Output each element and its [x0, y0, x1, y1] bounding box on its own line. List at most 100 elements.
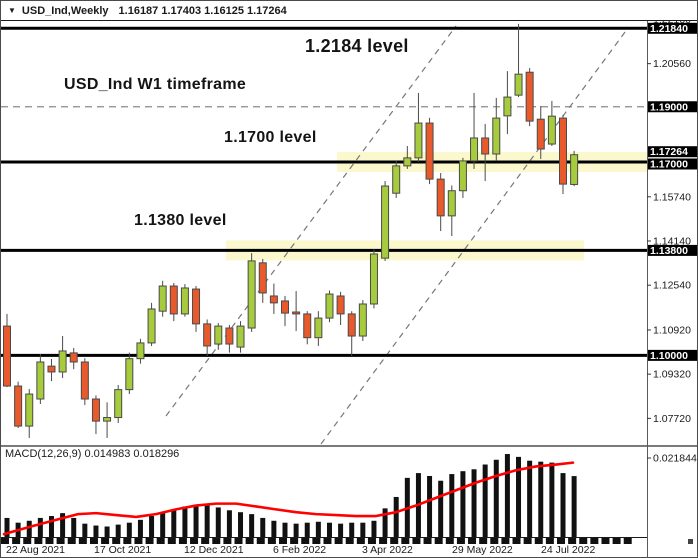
time-tick [34, 538, 43, 544]
macd-histogram-bar [549, 462, 555, 537]
macd-histogram-bar [360, 522, 366, 537]
price-axis-badge [648, 22, 697, 34]
candle-bearish [47, 365, 56, 373]
candle-bullish [36, 361, 45, 400]
candle-bullish [392, 165, 401, 194]
price-axis-badge [648, 244, 697, 256]
price-axis-badge [648, 349, 697, 361]
time-tick [412, 538, 421, 544]
macd-histogram-bar [115, 524, 121, 537]
candle-bearish [347, 313, 356, 337]
time-tick [623, 538, 632, 544]
time-tick [156, 538, 165, 544]
price-axis-tick-label: 1.10920 [653, 324, 691, 336]
chart-header-bar: ▼ USD_Ind,Weekly 1.16187 1.17403 1.16125… [1, 1, 697, 21]
time-tick [568, 538, 577, 544]
macd-histogram-bar [449, 474, 455, 537]
time-tick [190, 538, 199, 544]
trendline-dashed [320, 27, 629, 445]
time-tick [45, 538, 54, 544]
macd-histogram-bar [182, 506, 188, 537]
annotation-1-1380-level: 1.1380 level [134, 212, 227, 229]
macd-histogram-bar [427, 475, 433, 537]
price-axis-tick-label: 1.14140 [653, 236, 691, 248]
macd-histogram-bar [171, 509, 177, 537]
time-tick [590, 538, 599, 544]
candle-bullish [458, 160, 467, 192]
time-tick [212, 538, 221, 544]
macd-indicator-label: MACD(12,26,9) [5, 448, 82, 460]
macd-histogram-bar [260, 517, 266, 537]
time-tick [379, 538, 388, 544]
macd-histogram-bar [504, 454, 510, 537]
time-tick [112, 538, 121, 544]
price-axis-badge-label: 1.17000 [650, 159, 688, 171]
time-tick [245, 538, 254, 544]
macd-axis-max-label: 0.021844 [653, 453, 697, 465]
time-tick [334, 538, 343, 544]
time-tick [267, 538, 276, 544]
date-label: 22 Aug 2021 [6, 544, 65, 556]
macd-indicator-header: MACD(12,26,9) 0.014983 0.018296 [5, 448, 179, 460]
annotation-timeframe: USD_Ind W1 timeframe [64, 76, 247, 93]
candle-bearish [269, 295, 278, 304]
time-tick [123, 538, 132, 544]
candle-bearish [203, 323, 212, 347]
candle-bullish [58, 350, 67, 373]
time-tick [223, 538, 232, 544]
time-axis-border [1, 537, 647, 538]
macd-histogram-bar [37, 517, 43, 537]
time-tick [490, 538, 499, 544]
macd-histogram-bar [293, 523, 299, 537]
candle-bullish [236, 325, 245, 348]
macd-histogram-bar [282, 522, 288, 537]
price-axis-tick-label: 1.15740 [653, 191, 691, 203]
candle-bullish [136, 342, 145, 360]
time-tick [367, 538, 376, 544]
macd-histogram-bar [493, 459, 499, 537]
candle-bullish [314, 317, 323, 339]
time-tick [101, 538, 110, 544]
macd-histogram-bar [471, 469, 477, 537]
price-axis-badge [648, 101, 697, 113]
time-tick [1, 538, 9, 544]
macd-signal-line [2, 461, 575, 536]
time-tick [512, 538, 521, 544]
candle-bullish [570, 154, 579, 185]
candle-bullish [103, 417, 112, 422]
candle-bearish [258, 262, 267, 294]
time-tick [312, 538, 321, 544]
macd-histogram-bar [271, 520, 277, 537]
time-tick [601, 538, 610, 544]
time-tick [390, 538, 399, 544]
date-label: 29 May 2022 [452, 544, 513, 556]
time-tick [445, 538, 454, 544]
time-tick [290, 538, 299, 544]
candle-bullish [125, 358, 134, 391]
macd-histogram-bar [93, 525, 99, 537]
candle-bullish [247, 260, 256, 329]
candle-bullish [25, 393, 34, 427]
date-label: 6 Feb 2022 [273, 544, 327, 556]
macd-histogram-bar [193, 504, 199, 537]
macd-histogram-bar [149, 516, 155, 537]
candle-bearish [3, 325, 11, 387]
candle-bullish [514, 73, 523, 96]
candle-bearish [225, 327, 234, 345]
candle-bearish [481, 137, 490, 155]
candle-bullish [447, 190, 456, 217]
pane-separator[interactable] [1, 445, 698, 447]
time-tick [134, 538, 143, 544]
time-tick [89, 538, 98, 544]
candle-bearish [91, 398, 100, 422]
symbol-timeframe-label: USD_Ind,Weekly [21, 4, 109, 17]
macd-histogram-bar [215, 507, 221, 537]
time-tick [234, 538, 243, 544]
macd-histogram-bar [315, 521, 321, 537]
time-tick [579, 538, 588, 544]
time-tick [167, 538, 176, 544]
macd-histogram-bar [204, 505, 210, 537]
symbol-dropdown-icon[interactable]: ▼ [8, 5, 16, 15]
candle-bearish [69, 352, 78, 363]
